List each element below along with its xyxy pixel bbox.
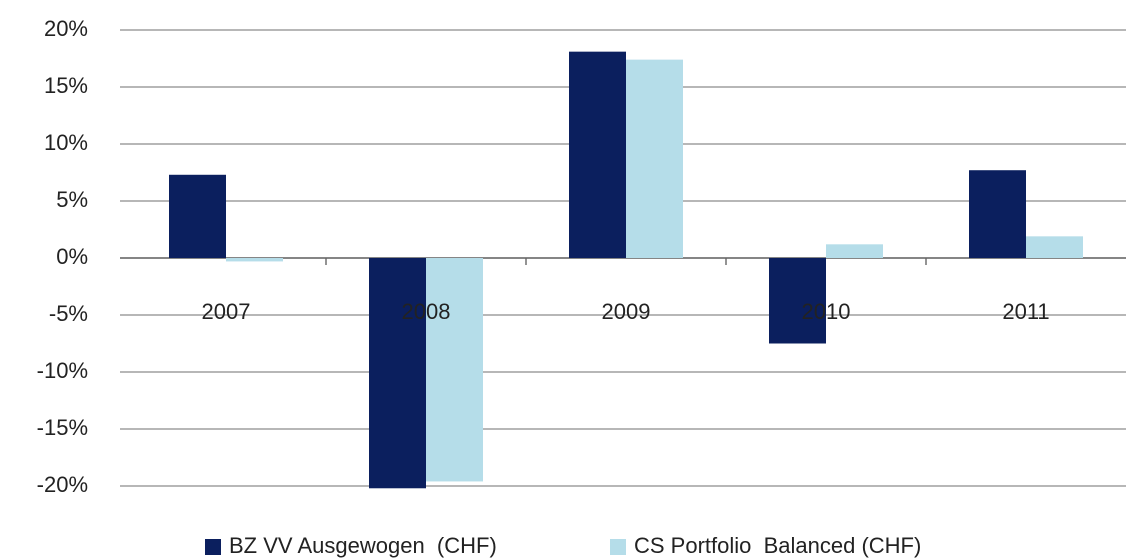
y-tick-label: -10% [37, 358, 88, 383]
y-tick-label: -20% [37, 472, 88, 497]
legend-swatch [610, 539, 626, 555]
bar [769, 258, 826, 344]
y-tick-label: 10% [44, 130, 88, 155]
bar [626, 59, 683, 258]
legend-label: BZ VV Ausgewogen (CHF) [229, 533, 497, 558]
legend-swatch [205, 539, 221, 555]
bar [826, 244, 883, 258]
y-tick-label: 0% [56, 244, 88, 269]
bar [169, 174, 226, 258]
bar [226, 258, 283, 262]
y-tick-label: 20% [44, 16, 88, 41]
x-tick-label: 2010 [802, 299, 851, 324]
bar [1026, 236, 1083, 258]
bar [969, 170, 1026, 258]
bar [426, 258, 483, 482]
x-tick-label: 2011 [1002, 299, 1049, 324]
legend-label: CS Portfolio Balanced (CHF) [634, 533, 921, 558]
x-tick-label: 2007 [202, 299, 251, 324]
y-tick-label: 5% [56, 187, 88, 212]
y-tick-label: -5% [49, 301, 88, 326]
x-tick-label: 2009 [602, 299, 651, 324]
y-tick-label: 15% [44, 73, 88, 98]
bar [369, 258, 426, 489]
y-tick-label: -15% [37, 415, 88, 440]
x-tick-label: 2008 [402, 299, 451, 324]
bar [569, 51, 626, 258]
